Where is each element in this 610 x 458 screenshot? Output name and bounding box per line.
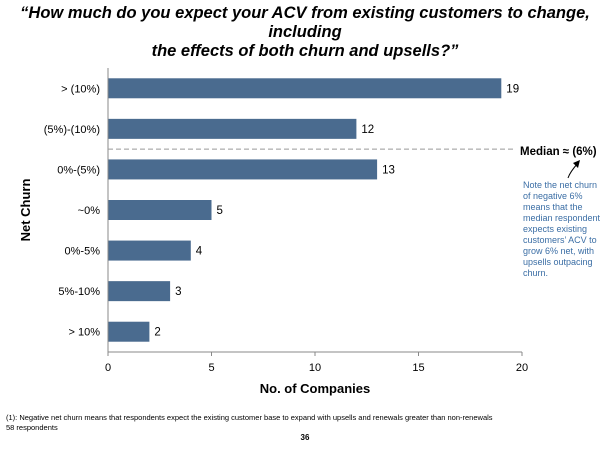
x-tick-labels: 0 5 10 15 20 — [105, 352, 528, 374]
category-label: (5%)-(10%) — [44, 124, 100, 136]
chart-title: “How much do you expect your ACV from ex… — [0, 4, 610, 61]
median-arrowhead — [573, 160, 580, 168]
category-label: > 10% — [69, 327, 101, 339]
x-tick-label: 10 — [309, 362, 321, 374]
bar — [108, 240, 191, 261]
bar — [108, 200, 212, 220]
chart-title-line1: “How much do you expect your ACV from ex… — [20, 4, 590, 41]
bar-value-label: 2 — [154, 327, 160, 339]
x-tick-label: 0 — [105, 362, 111, 374]
bar — [108, 281, 171, 302]
y-axis-label: Net Churn — [18, 179, 33, 242]
footnote-line1: (1): Negative net churn means that respo… — [6, 413, 493, 422]
bars-group: 19 12 13 5 4 3 2 — [108, 78, 519, 342]
category-labels: > (10%) (5%)-(10%) 0%-(5%) ~0% 0%-5% 5%-10% > … — [44, 83, 100, 338]
category-label: 0%-(5%) — [57, 164, 100, 176]
bar — [108, 159, 378, 180]
x-tick-label: 20 — [516, 362, 528, 374]
x-tick-label: 15 — [412, 362, 424, 374]
bar-value-label: 19 — [506, 83, 519, 95]
category-label: 5%-10% — [58, 286, 100, 298]
category-label: > (10%) — [61, 83, 100, 95]
bar-value-label: 13 — [382, 164, 395, 176]
footnote-line2: 58 respondents — [6, 423, 58, 432]
chart-title-line2: the effects of both churn and upsells?” — [151, 42, 459, 60]
median-label: Median ≈ (6%) — [520, 146, 597, 158]
bar — [108, 118, 357, 139]
bar-value-label: 3 — [175, 286, 181, 298]
bar-value-label: 12 — [361, 124, 374, 136]
footnote: (1): Negative net churn means that respo… — [6, 413, 606, 433]
x-axis-label: No. of Companies — [260, 381, 371, 396]
bar-value-label: 4 — [196, 246, 203, 258]
category-label: ~0% — [78, 205, 101, 217]
bar-value-label: 5 — [217, 205, 223, 217]
page-number: 36 — [300, 433, 310, 442]
bar — [108, 321, 150, 342]
category-label: 0%-5% — [65, 246, 101, 258]
median-note: Note the net churn of negative 6% means … — [523, 180, 601, 278]
bar — [108, 78, 502, 99]
x-tick-label: 5 — [208, 362, 214, 374]
